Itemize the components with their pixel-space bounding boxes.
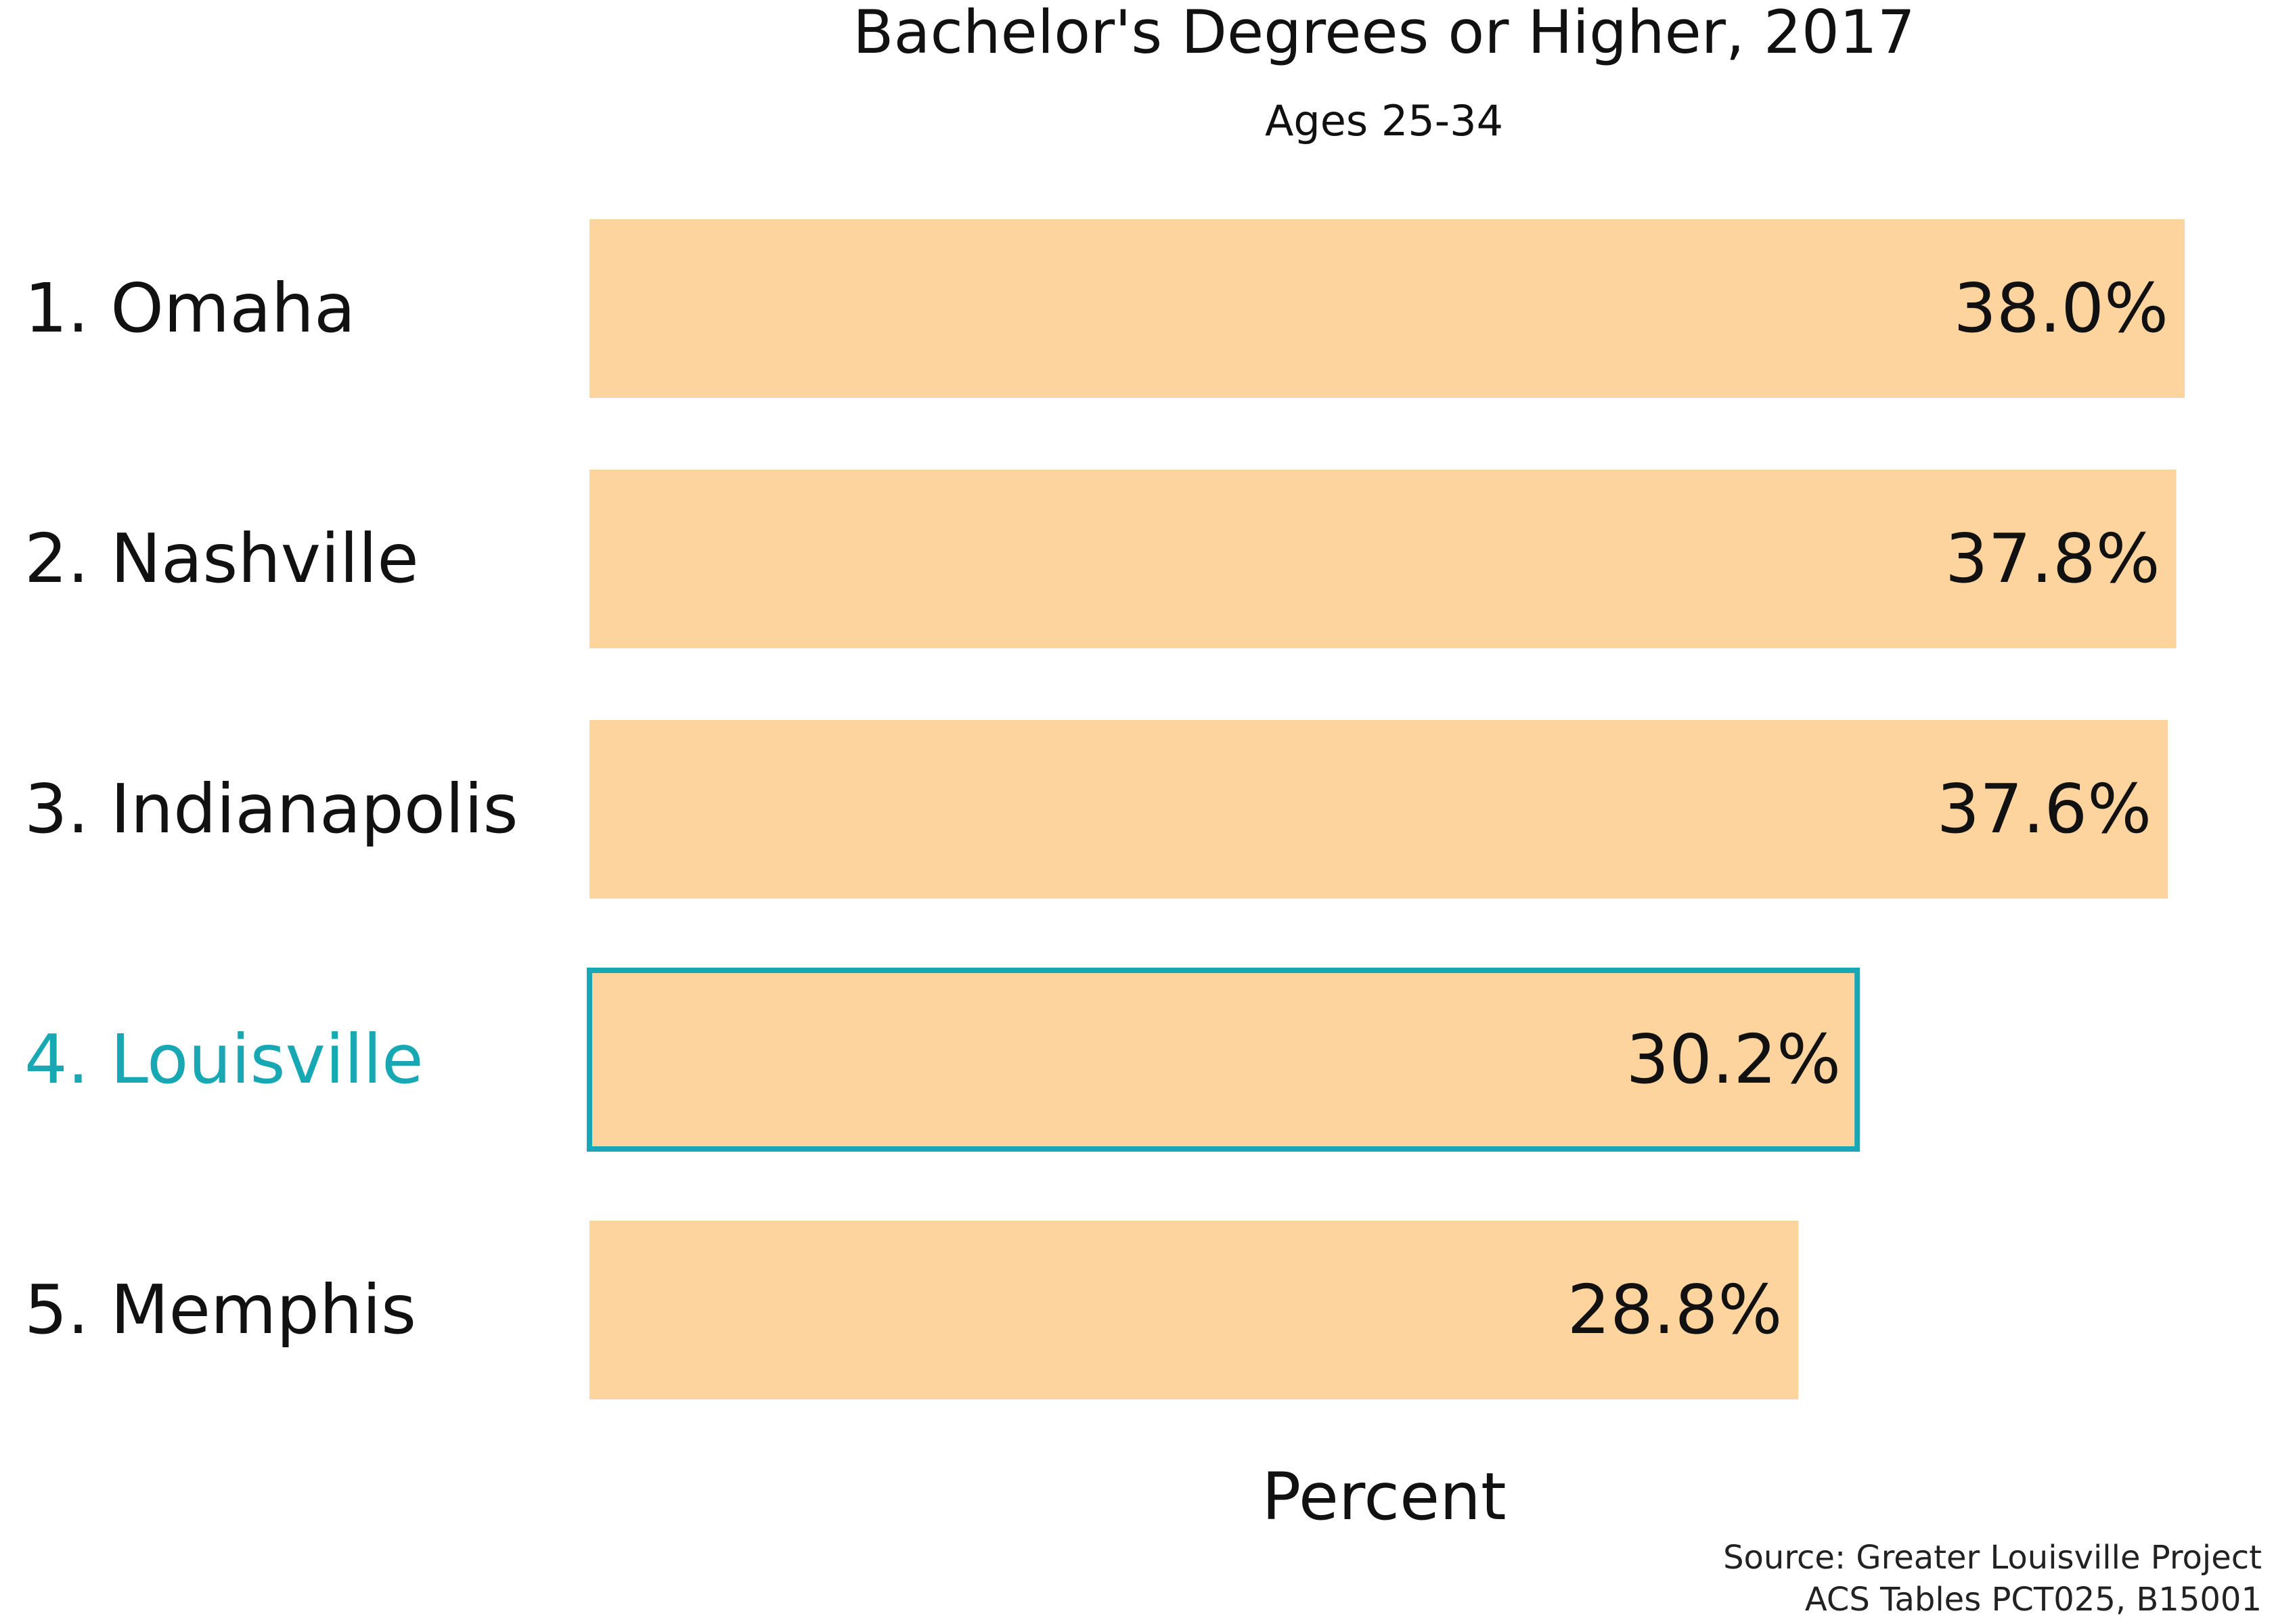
category-label-omaha: 1. Omaha [24, 269, 355, 348]
value-label-indianapolis: 37.6% [1937, 769, 2152, 849]
bar-memphis [589, 1221, 1799, 1399]
category-label-memphis: 5. Memphis [24, 1270, 416, 1349]
bars-group: 1. Omaha 38.0% 2. Nashville 37.8% 3. Indiana… [24, 219, 2185, 1399]
x-axis-label: Percent [1262, 1459, 1506, 1535]
chart-title: Bachelor's Degrees or Higher, 2017 [853, 0, 1915, 67]
category-label-louisville: 4. Louisville [24, 1020, 424, 1099]
category-label-nashville: 2. Nashville [24, 519, 419, 598]
bar-indianapolis [589, 720, 2168, 899]
bar-nashville [589, 470, 2177, 648]
value-label-memphis: 28.8% [1567, 1270, 1783, 1349]
value-label-louisville: 30.2% [1626, 1020, 1842, 1099]
source-line-2: ACS Tables PCT025, B15001 [1805, 1581, 2262, 1619]
bar-louisville [587, 968, 1860, 1152]
bar-omaha [589, 219, 2185, 398]
value-label-nashville: 37.8% [1945, 519, 2160, 598]
source-line-1: Source: Greater Louisville Project [1723, 1539, 2262, 1577]
category-label-indianapolis: 3. Indianapolis [24, 769, 518, 849]
chart-subtitle: Ages 25-34 [1265, 96, 1503, 145]
value-label-omaha: 38.0% [1953, 269, 2168, 348]
